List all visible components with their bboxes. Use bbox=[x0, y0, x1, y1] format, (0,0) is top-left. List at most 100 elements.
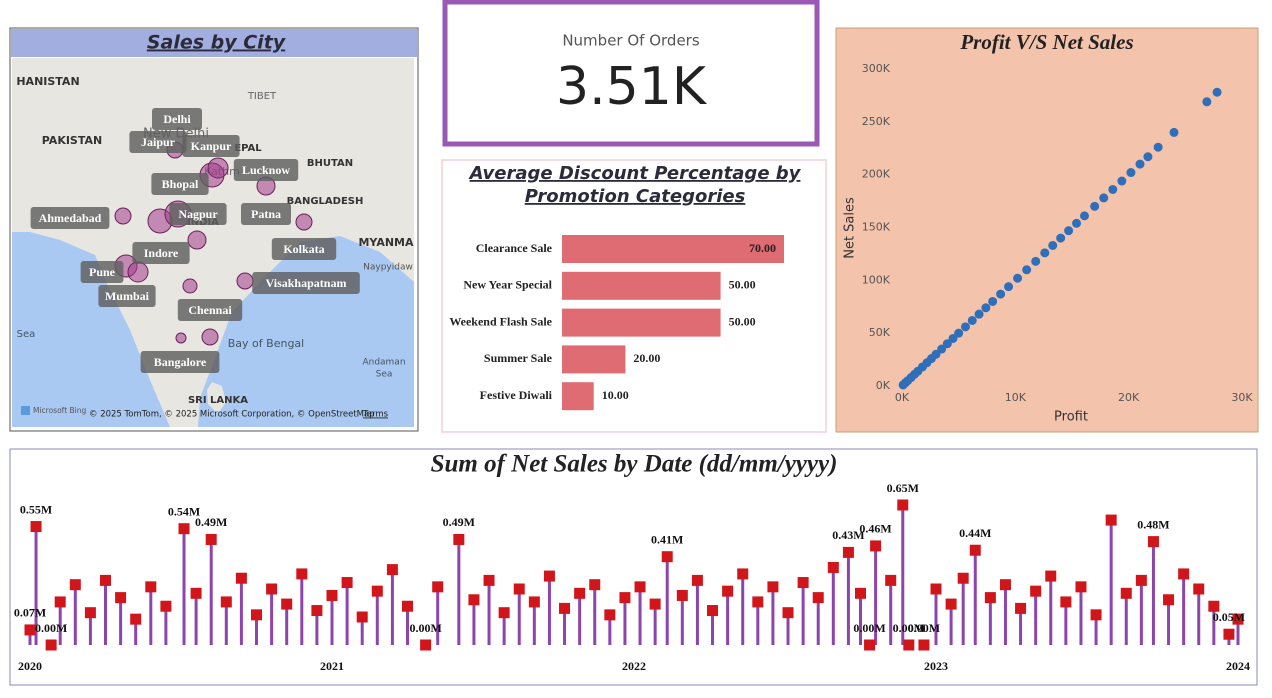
category-label: Weekend Flash Sale bbox=[449, 314, 552, 328]
marker bbox=[356, 611, 368, 623]
map-title-bar bbox=[11, 29, 417, 57]
marker bbox=[812, 592, 824, 604]
scatter-point bbox=[1126, 168, 1136, 178]
x-axis-label: Profit bbox=[1054, 410, 1088, 425]
place-label: Sea bbox=[17, 329, 36, 340]
marker bbox=[251, 609, 262, 621]
marker bbox=[420, 639, 432, 651]
marker bbox=[84, 607, 96, 619]
y-tick-label: 150K bbox=[862, 221, 891, 234]
value-label: 0.00M bbox=[35, 621, 67, 635]
city-label: Lucknow bbox=[242, 163, 290, 177]
x-tick-label: 0K bbox=[895, 391, 910, 404]
city-bubble bbox=[175, 332, 187, 344]
marker bbox=[752, 596, 764, 608]
marker bbox=[574, 587, 586, 599]
marker bbox=[676, 589, 688, 601]
place-label: Naypyidaw bbox=[363, 263, 413, 273]
city-label-box bbox=[182, 135, 240, 157]
scatter-point bbox=[981, 303, 991, 313]
arabian-sea bbox=[12, 232, 170, 427]
marker bbox=[604, 609, 616, 621]
marker bbox=[311, 605, 323, 617]
marker bbox=[205, 533, 217, 545]
marker bbox=[528, 596, 540, 608]
scatter-point bbox=[996, 289, 1006, 299]
value-label: 0.00M bbox=[409, 621, 441, 635]
marker bbox=[1208, 600, 1220, 612]
value-label: 0.55M bbox=[20, 502, 52, 516]
value-label: 10.00 bbox=[602, 388, 629, 402]
value-label: 70.00 bbox=[749, 241, 776, 255]
attribution: Microsoft Bing bbox=[33, 406, 86, 415]
marker bbox=[984, 592, 996, 604]
city-label: Chennai bbox=[188, 303, 232, 317]
x-tick-label: 2024 bbox=[1226, 659, 1250, 673]
scatter-point bbox=[988, 296, 998, 306]
marker bbox=[797, 577, 809, 589]
marker bbox=[897, 499, 909, 511]
y-tick-label: 250K bbox=[862, 115, 891, 128]
city-label-box bbox=[132, 242, 190, 264]
marker bbox=[498, 607, 510, 619]
city-label-box bbox=[129, 131, 187, 153]
city-bubble bbox=[295, 213, 313, 231]
scatter-point bbox=[1048, 240, 1058, 250]
marker bbox=[1030, 585, 1042, 597]
city-label-box bbox=[30, 207, 110, 229]
city-label-box bbox=[252, 272, 360, 294]
marker bbox=[969, 544, 981, 556]
city-bubble bbox=[201, 328, 219, 346]
marker bbox=[737, 568, 749, 580]
marker bbox=[1120, 587, 1132, 599]
marker bbox=[634, 581, 646, 593]
scatter-point bbox=[1056, 233, 1066, 243]
marker bbox=[1060, 596, 1072, 608]
timeseries-title: Sum of Net Sales by Date (dd/mm/yyyy) bbox=[431, 451, 838, 478]
marker bbox=[178, 523, 190, 535]
scatter-point bbox=[1013, 273, 1023, 283]
value-label: 0.00M bbox=[853, 621, 885, 635]
city-label-box bbox=[233, 159, 299, 181]
bar-panel bbox=[441, 159, 827, 433]
marker bbox=[1090, 609, 1102, 621]
marker bbox=[1163, 594, 1175, 606]
marker bbox=[559, 602, 571, 614]
marker bbox=[842, 546, 854, 558]
marker bbox=[513, 583, 525, 595]
marker bbox=[483, 574, 495, 586]
scatter-point bbox=[1135, 159, 1145, 169]
marker bbox=[190, 587, 202, 599]
city-label: Pune bbox=[89, 265, 116, 279]
city-bubble bbox=[236, 272, 254, 290]
marker bbox=[827, 561, 839, 573]
scatter-point bbox=[1072, 218, 1082, 228]
bar bbox=[562, 235, 784, 263]
scatter-title: Profit V/S Net Sales bbox=[959, 30, 1133, 54]
marker bbox=[619, 592, 631, 604]
place-label: Andaman bbox=[362, 358, 405, 368]
place-label: PAKISTAN bbox=[42, 134, 102, 147]
marker bbox=[1015, 602, 1027, 614]
marker bbox=[432, 581, 444, 593]
city-label-box bbox=[98, 285, 156, 307]
city-bubble bbox=[114, 207, 132, 225]
category-label: Festive Diwali bbox=[480, 388, 553, 402]
marker bbox=[999, 579, 1011, 591]
y-tick-label: 100K bbox=[862, 273, 891, 286]
category-label: Summer Sale bbox=[484, 351, 553, 365]
place-label: BANGLADESH bbox=[287, 196, 364, 207]
marker bbox=[1135, 574, 1147, 586]
value-label: 50.00 bbox=[729, 314, 756, 328]
marker bbox=[691, 574, 703, 586]
scatter-panel bbox=[835, 27, 1259, 433]
scatter-point bbox=[1117, 176, 1127, 186]
place-label: Bay of Bengal bbox=[228, 337, 304, 350]
scatter-point bbox=[1022, 265, 1032, 275]
scatter-point bbox=[1202, 97, 1212, 107]
marker bbox=[1223, 628, 1235, 640]
scatter-point bbox=[1212, 87, 1222, 97]
marker bbox=[69, 579, 81, 591]
